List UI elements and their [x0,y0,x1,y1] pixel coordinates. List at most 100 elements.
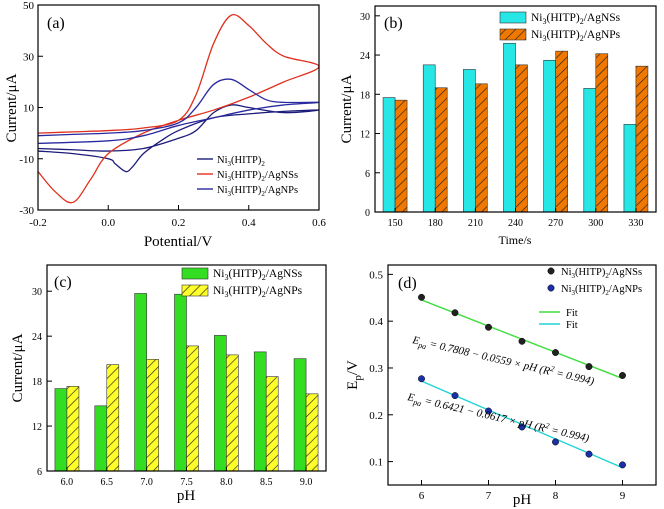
panel-c-bar-s1-6.0 [54,388,68,472]
panel-d-point-s1 [619,372,626,379]
panel-c-xlabel: pH [177,488,196,504]
panel-d-legend-marker-2 [547,284,555,292]
panel-b-legend-label-1: Ni3(HITP)2/AgNSs [531,12,621,26]
panel-d-legend-label-1-main: Ni [561,267,572,278]
panel-a-legend-label-3-tail: /AgNPs [265,185,298,196]
panel-a-legend-label-2-sub1: 3 [228,175,232,183]
panel-a-legend-label-2-main: Ni [217,170,228,181]
panel-c-legend-label-2-sub2: 2 [262,290,266,299]
panel-d-point-s1 [485,323,492,331]
panel-c-legend-label-1-sub2: 2 [262,273,266,282]
panel-a-legend-label-2-mid: (HITP) [231,170,262,181]
panel-b: 150 180 210 240 270 300 330 0 6 12 18 24 30 (b) Time… [339,5,657,247]
panel-d-ylabel-main: E [345,381,361,390]
panel-b-legend-swatch-1 [499,11,527,24]
panel-b-bar-s1-330 [623,124,637,213]
panel-c-legend-swatch-2 [181,284,209,297]
panel-d-ytick-label: 0.5 [369,269,383,281]
panel-d-ylabel-tail: /V [345,360,361,375]
panel-d-point-s1 [585,363,593,371]
panel-d-annotation-2-part-1: E [405,391,415,404]
panel-a-legend-label-3-sub1: 3 [228,190,232,198]
panel-d-legend-label-2-tail: /AgNPs [609,284,642,295]
panel-b-legend-label-2-tail: /AgNPs [584,29,621,41]
panel-d-point-s2 [485,407,492,415]
panel-a-xtick-label: 0.0 [101,217,115,229]
panel-b-legend: Ni3(HITP)2/AgNSs Ni3(HITP)2/AgNPs [499,11,621,43]
panel-c-ytick-label: 6 [37,467,42,478]
panel-d-ylabel: Ep/V [345,360,364,390]
panel-c-legend-label-2-sub1: 3 [225,290,229,299]
panel-c-bar-s2-9.0 [305,393,319,472]
panel-c-legend-label-2-main: Ni [213,285,225,297]
panel-d-point-s2 [418,375,425,383]
panel-c-legend-swatch-1 [181,267,209,280]
panel-c-ytick-label: 30 [32,287,42,298]
panel-c-ylabel: Current/μA [10,333,26,402]
panel-b-legend-label-1-tail: /AgNSs [584,12,621,24]
panel-c-legend-label-1-mid: (HITP) [229,268,262,280]
panel-a-series-line-1 [37,104,320,173]
panel-b-ytick-label: 6 [365,169,370,180]
panel-b-ytick-label: 0 [365,208,370,219]
panel-d-legend-marker-1 [547,267,555,275]
panel-b-legend-label-2-mid: (HITP) [547,29,580,41]
panel-b-bar-s1-150 [382,97,396,213]
panel-a-ylabel: Current/μA [4,73,20,142]
panel-d-ytick-label: 0.2 [369,410,383,422]
panel-c-legend-label-2-tail: /AgNPs [266,285,303,297]
panel-b-bar-s2-240 [515,64,528,213]
panel-c: 6.0 6.5 7.0 7.5 8.0 8.5 9.0 6 12 18 24 30 (c) pH Cu… [10,264,327,504]
panel-a-ytick-label: 30 [23,51,35,63]
panel-c-xtick-label: 7.0 [140,477,153,488]
panel-c-bar-s2-8.5 [265,376,279,472]
panel-d-annotation-1-part-5: 2 [549,364,555,374]
panel-b-ytick-label: 18 [360,90,370,101]
panel-a-ytick-label: -10 [19,154,34,166]
panel-b-xlabel: Time/s [499,233,532,247]
panel-a-legend: Ni3(HITP)2Ni3(HITP)2/AgNSsNi3(HITP)2/AgN… [197,155,298,198]
panel-c-xtick-label: 8.0 [220,477,233,488]
panel-d-xtick-label: 6 [419,490,425,502]
panel-c-bar-s1-7.5 [174,293,187,472]
panel-b-legend-label-2-sub1: 3 [543,34,547,43]
panel-c-legend-label-2-mid: (HITP) [229,285,262,297]
panel-b-bar-s1-180 [422,64,436,213]
panel-d-point-s2 [518,423,526,431]
panel-b-legend-swatch-2 [499,28,527,41]
panel-c-xtick-label: 6.5 [101,477,114,488]
panel-b-legend-label-2-main: Ni [531,29,543,41]
panel-d-point-s1 [552,349,559,356]
panel-c-bar-s1-8.0 [214,335,227,472]
panel-b-xtick-label: 300 [588,218,603,229]
panel-c-ytick-label: 18 [32,377,42,388]
panel-d-xtick-label: 9 [620,490,626,502]
panel-b-legend-label-2: Ni3(HITP)2/AgNPs [531,29,621,43]
panel-d-annotation-1-part-4: R [541,364,551,377]
panel-d-legend-fit-label-1: Fit [566,308,578,319]
panel-b-xtick-label: 150 [388,218,403,229]
panel-c-label: (c) [54,274,72,291]
panel-a-legend-label-3-sub2: 2 [261,190,265,198]
panel-c-xtick-label: 9.0 [300,477,313,488]
panel-d-legend-label-1-sub2: 2 [605,272,609,280]
panel-d-ytick-label: 0.1 [369,457,383,469]
panel-a-legend-label-2-tail: /AgNSs [265,170,298,181]
panel-a-legend-label-1: Ni3(HITP)2 [217,155,265,168]
panel-b-legend-label-2-sub2: 2 [580,34,584,43]
panel-d-point-s2 [619,461,626,469]
panel-a-series-line-3 [37,78,320,145]
panel-a-legend-label-1-main: Ni [217,155,228,166]
panel-b-legend-label-1-sub1: 3 [543,17,547,26]
panel-d-legend-fit-label-2: Fit [566,320,578,331]
panel-d: 6 7 8 90.10.20.30.40.5 (d) pH Ep/V Ni3(HITP… [345,264,657,508]
panel-b-bar-s2-300 [595,53,609,213]
panel-d-legend-label-2: Ni3(HITP)2/AgNPs [561,284,642,297]
panel-d-point-s2 [552,438,559,446]
panel-d-ylabel-sub: p [352,375,364,381]
panel-d-annotation-1-part-3: = 0.7808 − 0.0559 × pH ( [426,338,546,377]
panel-a-xtick-label: 0.4 [242,217,256,229]
panel-b-bar-s2-210 [475,83,488,213]
panel-d-annotation-2-part-3: = 0.6421 − 0.0617 × pH ( [421,395,541,434]
